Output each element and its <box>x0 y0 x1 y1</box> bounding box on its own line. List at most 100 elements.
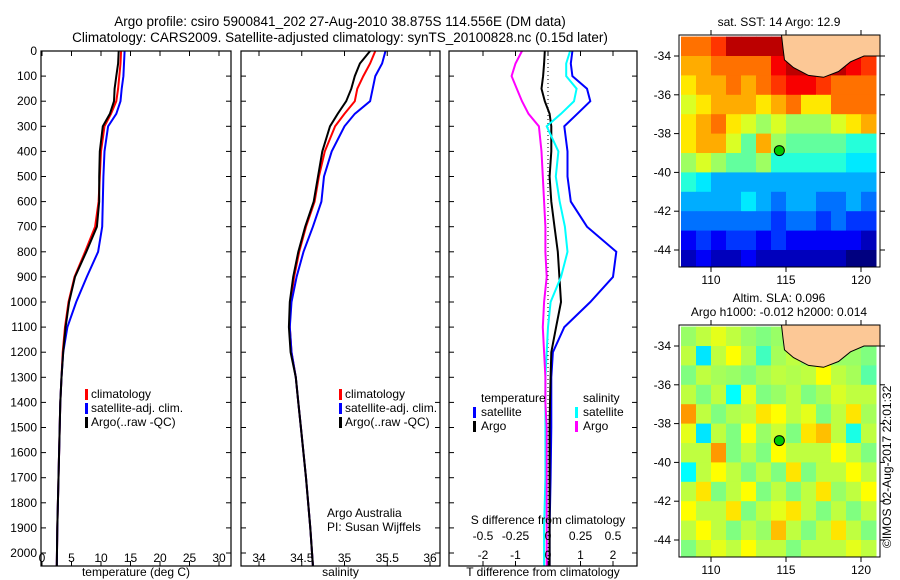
s-tick-label: 0.25 <box>569 529 593 543</box>
map-cell <box>711 114 727 135</box>
x-tick-label: 25 <box>183 551 197 565</box>
map-cell <box>741 114 757 135</box>
map-cell <box>801 114 817 135</box>
map-y-tick-label: -38 <box>654 417 672 431</box>
map-cell <box>786 211 802 232</box>
map-cell <box>786 384 802 405</box>
map-cell <box>756 365 772 386</box>
map-cell <box>726 133 742 154</box>
map-cell <box>801 540 817 560</box>
map-cell <box>801 443 817 463</box>
map-cell <box>711 462 727 483</box>
map-cell <box>711 56 727 76</box>
map-cell <box>801 230 817 251</box>
map-cell <box>726 481 742 502</box>
map-cell <box>711 346 727 366</box>
map-cell <box>846 230 862 251</box>
map-cell <box>681 114 697 135</box>
map-cell <box>846 172 862 193</box>
map-cell <box>771 481 787 502</box>
legend-label: climatology <box>345 387 405 401</box>
map-cell <box>696 384 712 405</box>
map-cell <box>786 520 802 541</box>
map-cell <box>786 133 802 154</box>
map-cell <box>861 94 877 115</box>
map-y-tick-label: -44 <box>654 243 672 257</box>
map-cell <box>831 250 847 270</box>
map-cell <box>846 462 862 483</box>
map-cell <box>801 462 817 483</box>
annotation-text: PI: Susan Wijffels <box>327 520 421 534</box>
map-cell <box>696 56 712 76</box>
map-cell <box>711 172 727 193</box>
map-cell <box>756 443 772 463</box>
map-cell <box>846 153 862 173</box>
map-cell <box>861 462 877 483</box>
map-cell <box>756 230 772 251</box>
map-cell <box>846 211 862 232</box>
map-cell <box>816 133 832 154</box>
x-axis-label: temperature (deg C) <box>82 565 190 579</box>
map-cell <box>846 75 862 96</box>
map-cell <box>861 346 877 366</box>
map-cell <box>681 520 697 541</box>
map-cell <box>696 114 712 135</box>
map-cell <box>786 443 802 463</box>
map-cell <box>741 191 757 212</box>
x-tick-label: 34 <box>252 551 266 565</box>
map-cell <box>741 56 757 76</box>
map-cell <box>846 423 862 444</box>
map-cell <box>756 75 772 96</box>
sla-map-subtitle: Argo h1000: -0.012 h2000: 0.014 <box>691 305 867 319</box>
legend-title: salinity <box>583 391 620 405</box>
map-cell <box>696 501 712 522</box>
map-cell <box>801 501 817 522</box>
map-cell <box>861 443 877 463</box>
y-tick-label: 100 <box>17 69 37 83</box>
map-cell <box>756 250 772 270</box>
map-frame <box>678 34 881 268</box>
map-cell <box>696 443 712 463</box>
map-cell <box>771 384 787 405</box>
legend-swatch <box>473 421 476 432</box>
map-cell <box>801 172 817 193</box>
y-tick-label: 400 <box>17 144 37 158</box>
map-cell <box>681 153 697 173</box>
legend-swatch <box>85 403 88 414</box>
map-cell <box>861 540 877 560</box>
map-cell <box>726 230 742 251</box>
map-cell <box>786 481 802 502</box>
s-axis-label: S difference from climatology <box>471 513 626 527</box>
map-cell <box>816 94 832 115</box>
s-tick-label: -0.5 <box>473 529 494 543</box>
map-cell <box>861 520 877 541</box>
series-line-argo-raw-qc- <box>55 50 120 566</box>
map-y-tick-label: -34 <box>654 49 672 63</box>
map-cell <box>696 326 712 347</box>
map-cell <box>711 501 727 522</box>
map-cell <box>816 384 832 405</box>
s-tick-label: 0.5 <box>605 529 622 543</box>
map-cell <box>756 346 772 366</box>
map-cell <box>681 404 697 425</box>
map-cell <box>846 114 862 135</box>
map-cell <box>696 230 712 251</box>
y-tick-label: 1200 <box>10 345 37 359</box>
map-cell <box>681 384 697 405</box>
x-tick-label: 34.5 <box>290 551 314 565</box>
y-tick-label: 500 <box>17 170 37 184</box>
y-tick-label: 800 <box>17 245 37 259</box>
map-cell <box>726 153 742 173</box>
map-cell <box>741 153 757 173</box>
map-cell <box>816 365 832 386</box>
map-cell <box>771 172 787 193</box>
map-cell <box>741 404 757 425</box>
legend-label: satellite <box>583 405 624 419</box>
sst-map <box>660 20 900 275</box>
map-y-tick-label: -44 <box>654 533 672 547</box>
map-cell <box>771 443 787 463</box>
map-cell <box>786 540 802 560</box>
map-cell <box>816 75 832 96</box>
map-cell <box>846 384 862 405</box>
